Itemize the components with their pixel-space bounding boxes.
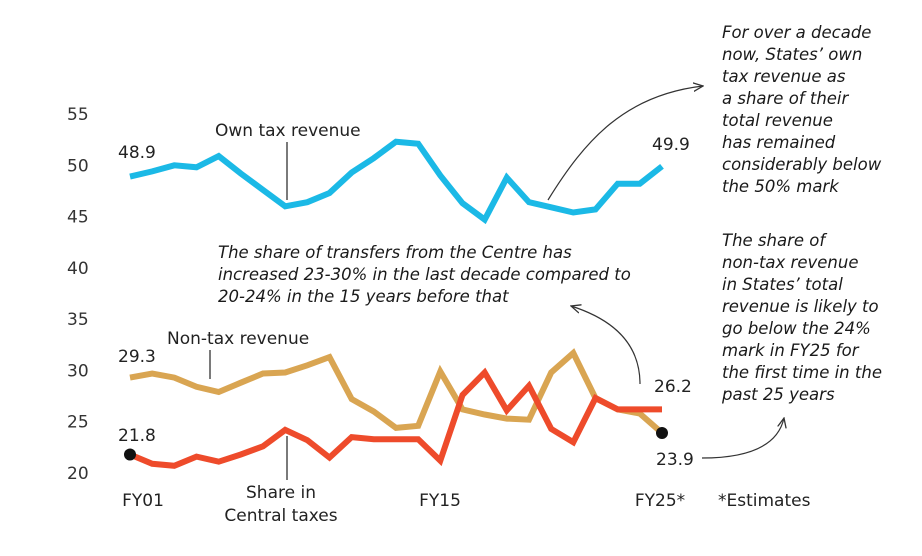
own-tax-note-line-8: the 50% mark xyxy=(722,177,840,196)
non-tax-note-line-7: the first time in the xyxy=(722,363,882,382)
y-tick-label-35: 35 xyxy=(67,310,89,330)
non-tax-note-line-6: mark in FY25 for xyxy=(722,341,860,360)
non-tax-note-line-3: in States’ total xyxy=(722,275,843,294)
annotation-non-tax: The share of non-tax revenue in States’ … xyxy=(701,231,882,459)
series-line-share-in-central-taxes xyxy=(128,367,662,469)
y-axis: 20 25 30 35 40 45 50 55 xyxy=(67,105,89,484)
own-tax-start-value: 48.9 xyxy=(118,143,156,163)
label-own-tax-revenue: Own tax revenue xyxy=(215,121,361,141)
y-tick-label-25: 25 xyxy=(67,413,89,433)
own-tax-note-line-3: tax revenue as xyxy=(722,67,846,86)
central-end-value: 26.2 xyxy=(654,377,692,397)
own-tax-note-arrow xyxy=(547,86,703,201)
label-share-in-central-taxes-line1: Share in xyxy=(246,483,316,503)
own-tax-note-line-5: total revenue xyxy=(722,111,833,130)
x-tick-label-fy15: FY15 xyxy=(419,491,461,511)
annotation-transfers: The share of transfers from the Centre h… xyxy=(218,243,641,385)
y-tick-label-45: 45 xyxy=(67,208,89,228)
own-tax-note-line-4: a share of their xyxy=(722,89,850,108)
transfers-note-line-3: 20-24% in the 15 years before that xyxy=(218,287,509,306)
series-line-own-tax-revenue xyxy=(129,138,664,225)
x-tick-label-fy01: FY01 xyxy=(122,491,164,511)
value-labels: 48.9 49.9 29.3 26.2 21.8 23.9 xyxy=(118,135,694,470)
own-tax-note-line-1: For over a decade xyxy=(722,23,871,42)
non-tax-note-line-4: revenue is likely to xyxy=(722,297,879,316)
series-lines xyxy=(128,138,664,469)
end-point-marker-non-tax xyxy=(656,426,668,439)
transfers-note-line-2: increased 23-30% in the last decade comp… xyxy=(218,265,631,284)
label-share-in-central-taxes-line2: Central taxes xyxy=(224,506,337,526)
footnote-estimates: *Estimates xyxy=(718,491,811,511)
own-tax-note-line-6: has remained xyxy=(722,133,836,152)
x-axis: FY01 FY15 FY25* *Estimates xyxy=(122,491,810,511)
y-tick-label-20: 20 xyxy=(67,464,89,484)
series-name-labels: Own tax revenue Non-tax revenue Share in… xyxy=(167,121,361,526)
annotation-own-tax: For over a decade now, States’ own tax r… xyxy=(547,23,882,201)
own-tax-note-line-2: now, States’ own xyxy=(722,45,862,64)
non-tax-note-line-2: non-tax revenue xyxy=(722,253,858,272)
y-tick-label-40: 40 xyxy=(67,259,89,279)
non-tax-end-value: 23.9 xyxy=(656,450,694,470)
non-tax-start-value: 29.3 xyxy=(118,347,156,367)
non-tax-note-line-8: past 25 years xyxy=(721,385,835,404)
own-tax-end-value: 49.9 xyxy=(652,135,690,155)
label-non-tax-revenue: Non-tax revenue xyxy=(167,329,309,349)
central-start-value: 21.8 xyxy=(118,426,156,446)
own-tax-note-line-7: considerably below xyxy=(722,155,882,174)
non-tax-note-line-5: go below the 24% xyxy=(722,319,871,338)
y-tick-label-30: 30 xyxy=(67,361,89,381)
y-tick-label-50: 50 xyxy=(67,156,89,176)
x-tick-label-fy25: FY25* xyxy=(635,491,685,511)
transfers-note-arrow xyxy=(571,306,641,385)
series-line-non-tax-revenue xyxy=(129,348,664,436)
non-tax-note-line-1: The share of xyxy=(722,231,827,250)
non-tax-note-arrow xyxy=(701,418,784,459)
start-point-marker-central xyxy=(124,448,136,461)
transfers-note-line-1: The share of transfers from the Centre h… xyxy=(218,243,572,262)
y-tick-label-55: 55 xyxy=(67,105,89,125)
